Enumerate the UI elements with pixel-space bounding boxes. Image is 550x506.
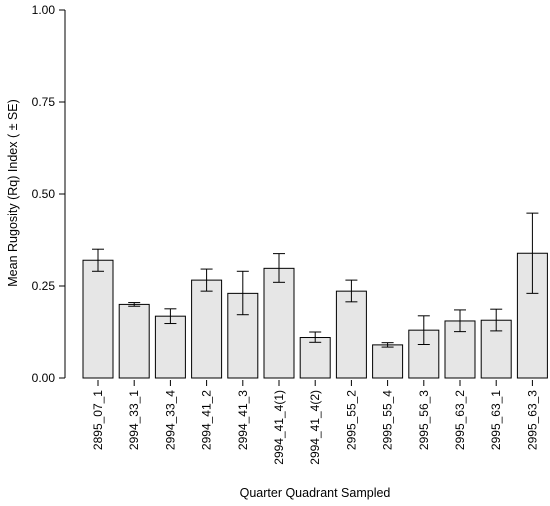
error-bar — [345, 279, 358, 303]
y-tick-label: 0.25 — [32, 279, 56, 293]
bar — [408, 329, 440, 379]
bar — [480, 319, 512, 379]
error-bar — [417, 315, 430, 346]
x-tick-label: 2995_63_2 — [453, 390, 467, 450]
bar — [335, 290, 367, 379]
y-tick-label: 0.75 — [32, 95, 56, 109]
x-tick-label: 2895_07_1 — [91, 390, 105, 450]
x-tick-label: 2994_41_2 — [200, 390, 214, 450]
error-bar — [526, 212, 539, 294]
error-bar — [490, 308, 503, 332]
bar — [372, 344, 404, 379]
error-bar — [273, 253, 285, 283]
error-bar — [454, 309, 466, 333]
bar — [118, 303, 150, 379]
error-bar — [381, 342, 394, 348]
x-axis-title: Quarter Quadrant Sampled — [240, 486, 391, 500]
y-axis: 0.00 0.25 0.50 0.75 1.00 — [32, 3, 66, 385]
error-bar — [200, 268, 213, 292]
error-bar — [236, 270, 249, 316]
x-axis: 2895_07_1 2994_33_1 2994_33_4 2994_41_2 2994… — [91, 380, 539, 465]
y-tick-label: 1.00 — [32, 3, 56, 17]
bars — [82, 212, 548, 379]
y-axis-title: Mean Rugosity (Rq) Index ( ± SE) — [6, 99, 20, 286]
y-tick-label: 0.50 — [32, 187, 56, 201]
x-tick-label: 2994_33_1 — [127, 390, 141, 450]
x-tick-label: 2995_55_4 — [381, 390, 395, 450]
bar — [154, 315, 186, 379]
bar — [82, 259, 114, 379]
x-tick-label: 2994_41_4(1) — [272, 390, 286, 465]
bar — [263, 267, 295, 379]
x-tick-label: 2994_41_4(2) — [308, 390, 322, 465]
y-tick-label: 0.00 — [32, 371, 56, 385]
x-tick-label: 2995_63_1 — [489, 390, 503, 450]
error-bar — [164, 308, 177, 325]
error-bar — [92, 248, 104, 272]
error-bar — [309, 331, 322, 343]
bar — [299, 337, 331, 379]
x-tick-label: 2995_55_2 — [344, 390, 358, 450]
x-tick-label: 2994_41_3 — [236, 390, 250, 450]
x-tick-label: 2994_33_4 — [163, 390, 177, 450]
x-tick-label: 2995_63_3 — [525, 390, 539, 450]
x-tick-label: 2995_56_3 — [417, 390, 431, 450]
error-bar — [128, 302, 141, 307]
bar — [191, 279, 223, 379]
